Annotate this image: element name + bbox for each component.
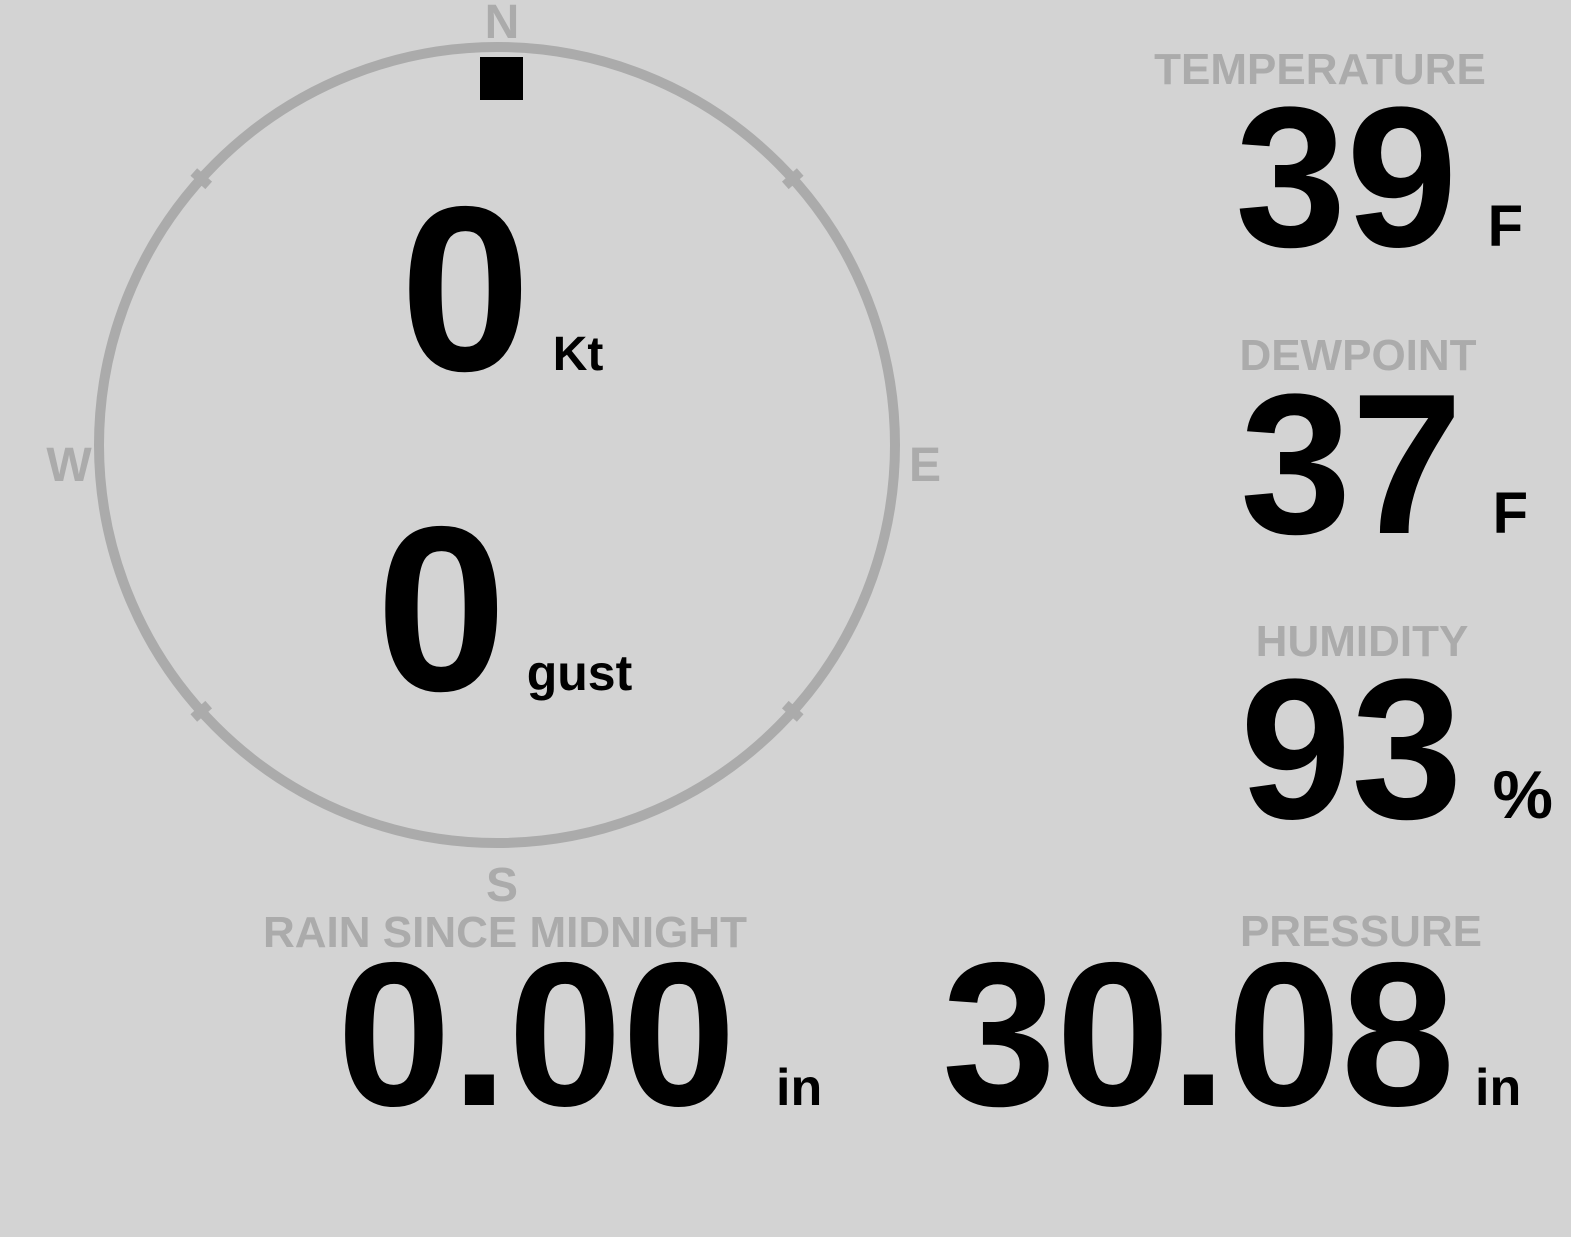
pressure-unit: in — [1475, 1059, 1522, 1117]
dewpoint-value-row: 37 F — [1240, 365, 1528, 565]
compass-tick-se — [781, 700, 804, 722]
compass-label-north: N — [485, 0, 520, 49]
wind-gust-unit: gust — [526, 645, 633, 701]
dewpoint-unit: F — [1492, 481, 1528, 546]
compass-tick-sw — [190, 700, 213, 722]
wind-gust-row: 0 gust — [376, 491, 632, 726]
temperature-value: 39 — [1235, 66, 1458, 289]
wind-direction-marker — [480, 57, 523, 100]
temperature-value-row: 39 F — [1235, 78, 1523, 278]
rain-value: 0.00 — [337, 920, 736, 1149]
humidity-value-row: 93 % — [1240, 650, 1553, 850]
pressure-value: 30.08 — [942, 920, 1456, 1149]
pressure-label: PRESSURE — [1239, 907, 1483, 956]
compass-tick-nw — [190, 168, 213, 190]
compass-ring — [94, 42, 900, 848]
rain-label: RAIN SINCE MIDNIGHT — [263, 908, 747, 957]
temperature-unit: F — [1487, 194, 1523, 259]
wind-speed-value: 0 — [400, 157, 531, 420]
dewpoint-value: 37 — [1240, 353, 1463, 576]
compass-label-south: S — [486, 859, 518, 912]
dewpoint-label: DEWPOINT — [1239, 331, 1477, 380]
humidity-label: HUMIDITY — [1255, 617, 1469, 666]
wind-gust-value: 0 — [376, 477, 507, 740]
humidity-value: 93 — [1240, 638, 1463, 861]
temperature-label: TEMPERATURE — [1154, 45, 1486, 94]
wind-speed-row: 0 Kt — [400, 171, 603, 406]
wind-speed-unit: Kt — [552, 328, 604, 381]
compass-label-west: W — [46, 439, 92, 492]
wind-compass: N E S W — [46, 0, 941, 912]
compass-label-east: E — [909, 439, 941, 492]
rain-value-row: 0.00 in — [337, 932, 822, 1137]
rain-unit: in — [776, 1059, 823, 1117]
compass-tick-ne — [781, 168, 804, 190]
pressure-value-row: 30.08 in — [942, 932, 1521, 1137]
humidity-unit: % — [1492, 757, 1553, 833]
